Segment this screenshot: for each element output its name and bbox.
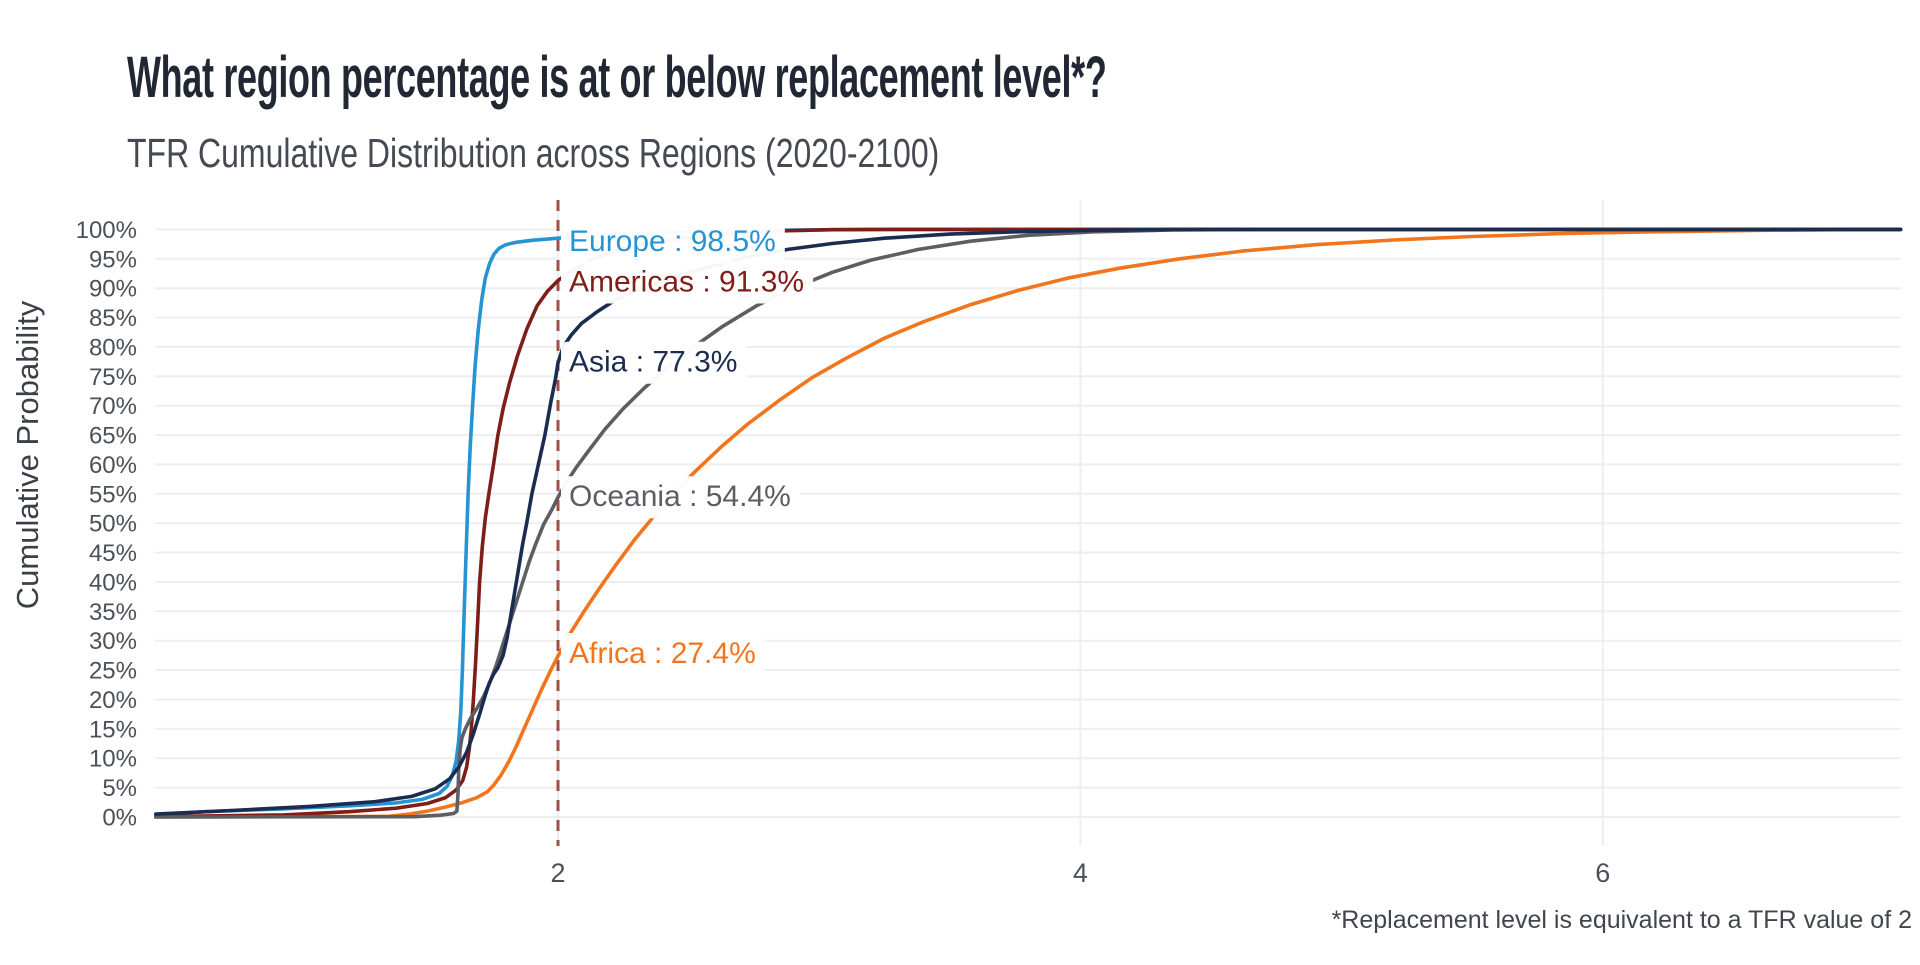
y-axis-title: Cumulative Probability xyxy=(10,300,45,609)
series-label-europe: Europe : 98.5% xyxy=(561,221,785,264)
y-tick-label: 25% xyxy=(89,658,137,685)
y-tick-label: 30% xyxy=(89,628,137,655)
page-title: What region percentage is at or below re… xyxy=(127,45,1107,110)
series-label-africa: Africa : 27.4% xyxy=(561,633,765,675)
y-tick-label: 75% xyxy=(89,364,137,391)
y-tick-label: 60% xyxy=(89,452,137,479)
series-label-oceania: Oceania : 54.4% xyxy=(561,476,800,519)
chart-subtitle: TFR Cumulative Distribution across Regio… xyxy=(127,130,940,176)
series-label-background xyxy=(561,633,765,675)
y-tick-label: 45% xyxy=(89,540,137,567)
series-label-text: Asia : 77.3% xyxy=(569,346,737,379)
y-tick-label: 55% xyxy=(89,481,137,508)
y-tick-label: 70% xyxy=(89,393,137,420)
series-label-background xyxy=(561,341,747,384)
y-tick-label: 95% xyxy=(89,246,137,273)
y-tick-label: 40% xyxy=(89,570,137,597)
series-label-text: Africa : 27.4% xyxy=(569,637,756,670)
y-tick-label: 10% xyxy=(89,746,137,773)
series-label-background xyxy=(561,476,800,519)
y-tick-label: 90% xyxy=(89,276,137,303)
series-label-text: Americas : 91.3% xyxy=(569,265,804,298)
y-tick-label: 50% xyxy=(89,511,137,538)
horizontal-gridlines xyxy=(155,228,1901,818)
y-tick-label: 65% xyxy=(89,423,137,450)
x-tick-labels: 2 4 6 xyxy=(550,858,1610,888)
footnote: *Replacement level is equivalent to a TF… xyxy=(1332,906,1912,934)
series-label-background xyxy=(561,261,814,304)
curve-oceania xyxy=(154,227,1903,819)
y-tick-label: 20% xyxy=(89,687,137,714)
y-tick-label: 80% xyxy=(89,334,137,361)
x-tick-label: 6 xyxy=(1595,858,1610,888)
y-tick-label: 35% xyxy=(89,599,137,626)
series-label-americas: Americas : 91.3% xyxy=(561,261,814,304)
y-tick-label: 15% xyxy=(89,716,137,743)
series-label-background xyxy=(561,221,785,264)
series-label-asia: Asia : 77.3% xyxy=(561,341,747,384)
x-tick-label: 2 xyxy=(550,858,565,888)
x-tick-label: 4 xyxy=(1073,858,1088,888)
y-tick-labels: 100%95% 90%85%80% 75%70% 65%60%55% 50%45% 40%… xyxy=(76,217,137,832)
series-labels: Europe : 98.5% Americas : 91.3% Asia : 77.… xyxy=(561,221,814,675)
series-label-text: Oceania : 54.4% xyxy=(569,480,791,513)
series-label-text: Europe : 98.5% xyxy=(569,225,776,258)
y-tick-label: 100% xyxy=(76,217,137,244)
y-tick-label: 5% xyxy=(102,775,137,802)
y-tick-label: 0% xyxy=(102,805,137,832)
y-tick-label: 85% xyxy=(89,305,137,332)
